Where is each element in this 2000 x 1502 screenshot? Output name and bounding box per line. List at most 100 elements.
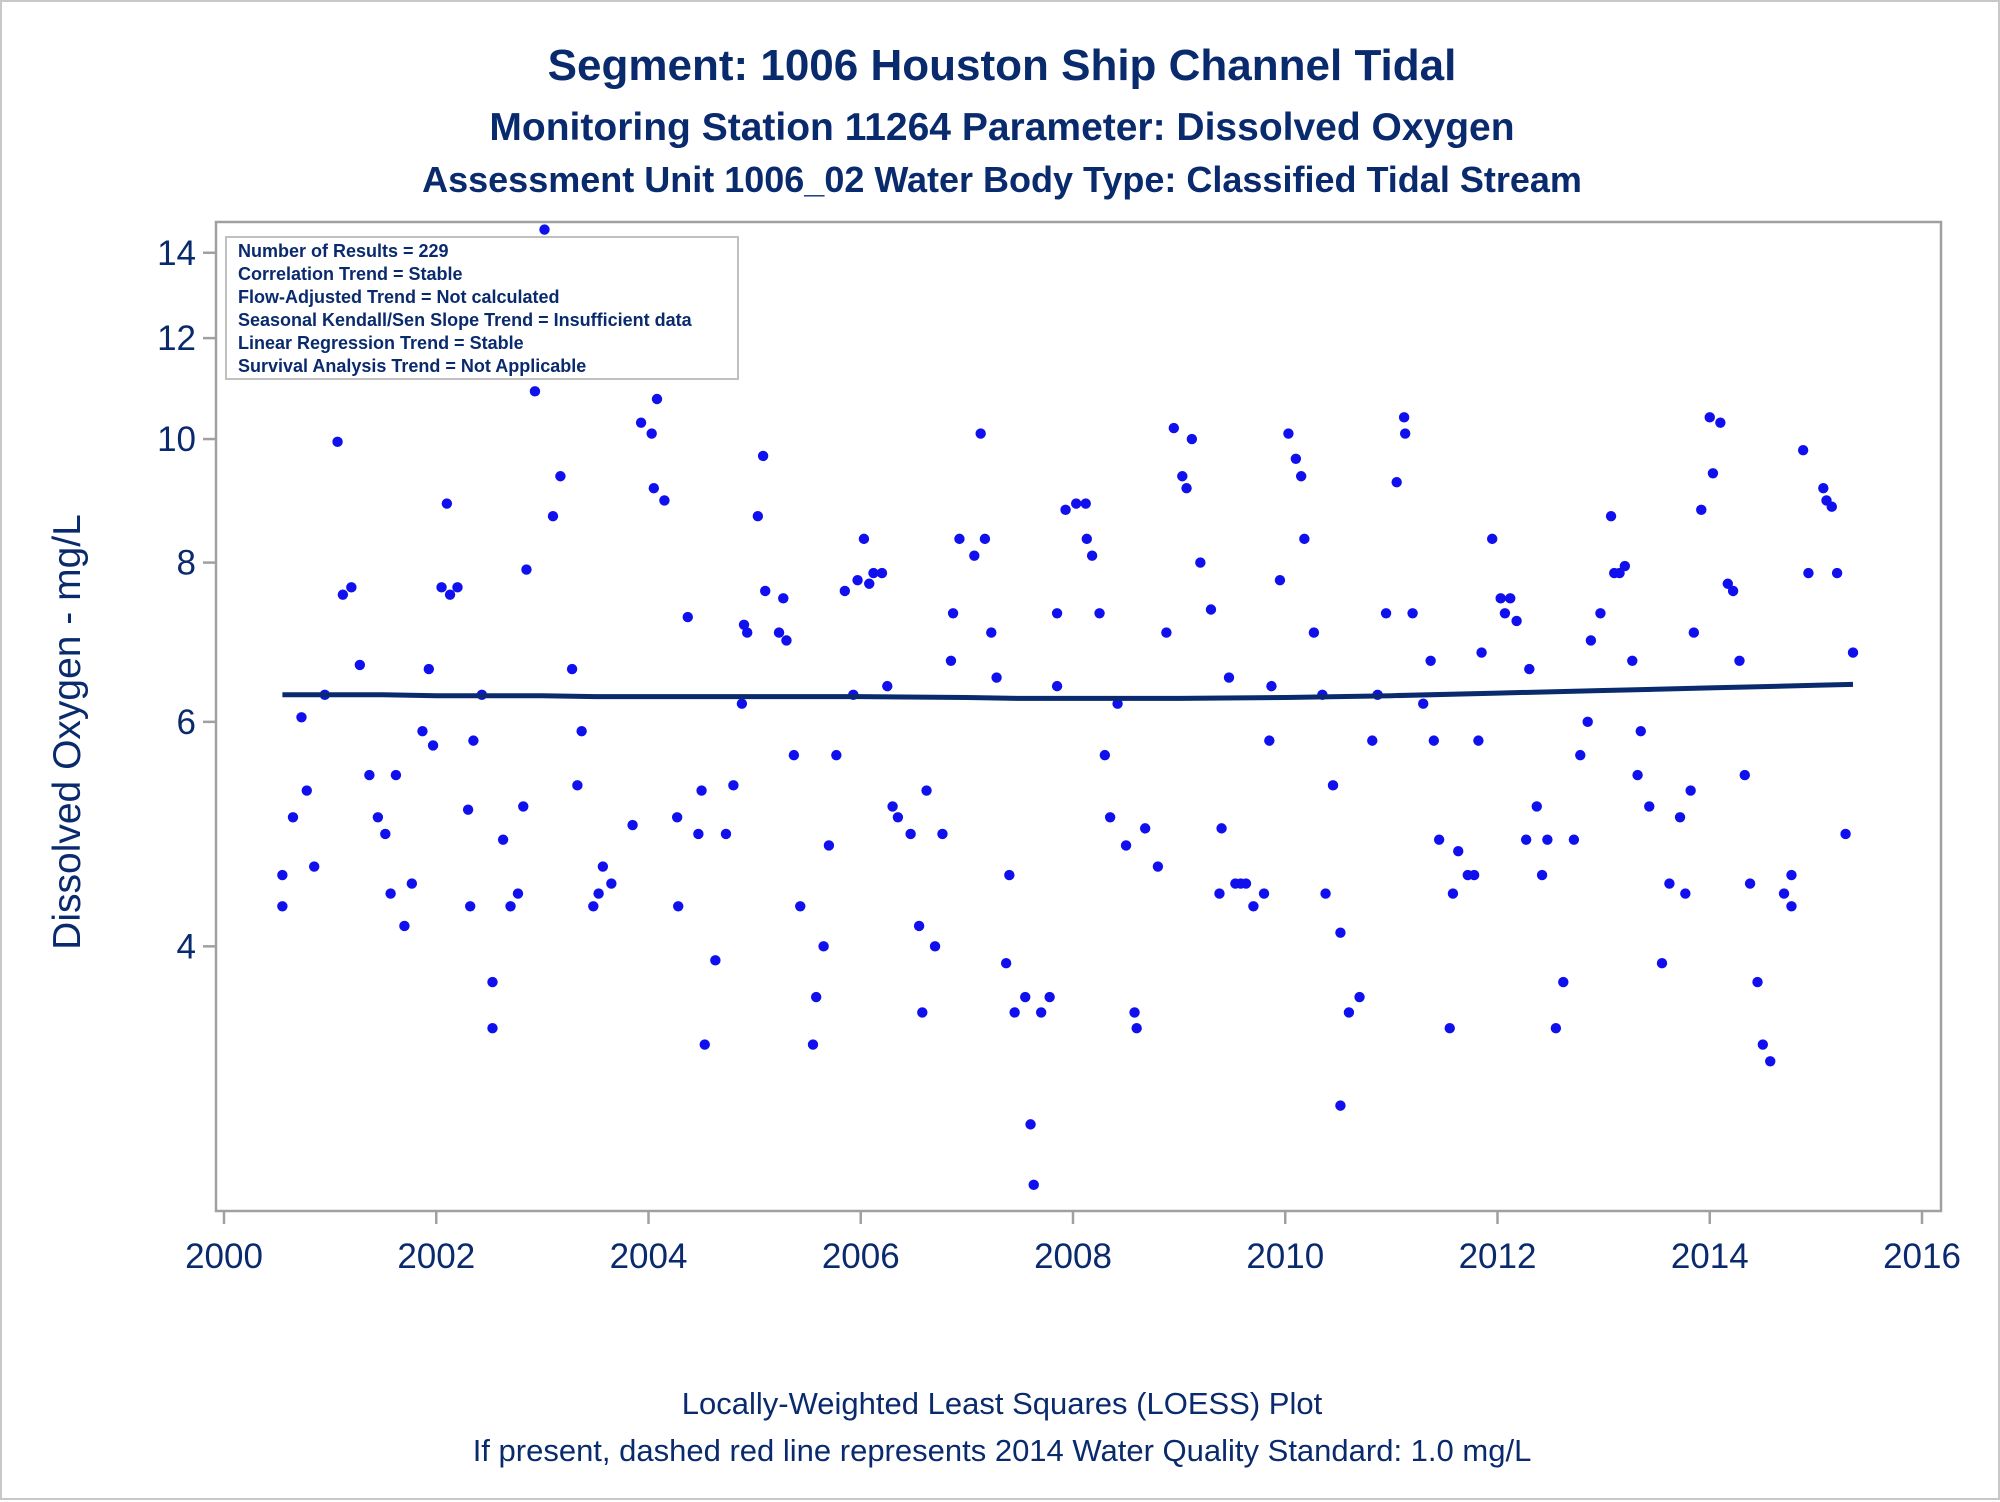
data-point: [1205, 604, 1217, 615]
y-tick-label: 8: [177, 544, 196, 583]
data-point: [1181, 483, 1192, 494]
data-point: [287, 812, 299, 823]
data-point: [646, 428, 657, 439]
inset-border: [225, 236, 739, 380]
data-point: [1104, 812, 1116, 823]
data-point: [627, 819, 638, 831]
data-point: [337, 589, 349, 600]
data-point: [913, 920, 925, 932]
data-point: [1818, 483, 1829, 494]
data-point: [1778, 888, 1790, 899]
data-point: [969, 550, 980, 561]
data-point: [1009, 1007, 1020, 1018]
data-point: [487, 976, 498, 988]
data-point: [1605, 510, 1617, 522]
data-point: [1744, 878, 1756, 889]
data-point: [1840, 828, 1851, 840]
data-point: [521, 564, 532, 575]
chart-subtitle: Monitoring Station 11264 Parameter: Diss…: [489, 106, 1514, 149]
loess-trend-line: [282, 681, 1854, 701]
data-point: [1264, 735, 1275, 746]
data-point: [1152, 861, 1164, 872]
data-point: [423, 663, 435, 675]
data-point: [1722, 578, 1733, 589]
data-point: [858, 533, 870, 545]
data-point: [1531, 801, 1542, 812]
data-point: [1335, 1100, 1346, 1111]
data-point: [979, 533, 991, 545]
data-point: [905, 828, 916, 840]
data-point: [1094, 608, 1105, 619]
data-point: [399, 920, 410, 932]
data-point: [1120, 840, 1132, 851]
data-point: [1635, 725, 1646, 737]
data-point: [468, 735, 479, 746]
data-point: [1433, 834, 1445, 845]
data-point: [593, 888, 604, 899]
data-point: [277, 901, 288, 912]
data-point: [696, 785, 707, 796]
data-point: [682, 611, 693, 623]
x-tick-label: 2016: [1883, 1237, 1961, 1276]
inset-line-correlation: Correlation Trend = Stable: [238, 264, 463, 284]
data-point: [555, 471, 566, 482]
data-point: [364, 769, 375, 781]
data-point: [1550, 1023, 1562, 1034]
data-point: [296, 712, 307, 723]
data-point: [945, 655, 957, 666]
data-point: [778, 593, 789, 604]
data-point: [1086, 550, 1098, 561]
data-point: [390, 769, 402, 781]
data-point: [1582, 716, 1593, 728]
data-point: [757, 450, 769, 462]
y-tick-label: 4: [177, 927, 196, 966]
data-point: [1327, 780, 1339, 791]
data-point: [823, 840, 835, 851]
data-point: [1168, 422, 1180, 434]
inset-line-survival-analysis: Survival Analysis Trend = Not Applicable: [238, 356, 586, 376]
data-point: [937, 828, 948, 840]
data-point: [651, 393, 663, 405]
data-point: [1283, 428, 1294, 439]
data-point: [1536, 869, 1548, 881]
y-axis: 4 6 8 10 12 14: [157, 234, 216, 966]
data-point: [380, 828, 391, 840]
x-tick-label: 2010: [1246, 1237, 1324, 1276]
data-point: [1051, 608, 1063, 619]
data-point: [1752, 976, 1763, 988]
data-point: [539, 224, 550, 235]
data-point: [354, 659, 366, 671]
y-axis-label: Dissolved Oxygen - mg/L: [46, 514, 89, 950]
data-point: [1398, 412, 1410, 423]
data-point: [1051, 680, 1063, 692]
inset-line-linear-regression: Linear Regression Trend = Stable: [238, 333, 524, 353]
data-point: [892, 812, 904, 823]
data-point: [1704, 412, 1715, 423]
data-point: [1035, 1007, 1047, 1018]
data-point: [810, 991, 822, 1003]
x-tick-label: 2004: [610, 1237, 688, 1276]
data-point: [831, 749, 842, 761]
data-point: [1444, 1023, 1455, 1034]
data-point: [1343, 1007, 1355, 1018]
data-point: [1685, 785, 1696, 796]
data-point: [1595, 608, 1606, 619]
data-point: [1428, 735, 1440, 746]
data-point: [572, 780, 583, 791]
data-point: [606, 878, 617, 889]
data-point: [1558, 976, 1569, 988]
data-point: [309, 861, 320, 872]
y-tick-label: 10: [157, 420, 196, 459]
data-point: [1177, 471, 1188, 482]
data-point: [1425, 655, 1436, 666]
data-point: [529, 386, 541, 397]
data-point: [773, 627, 785, 638]
data-point: [1707, 468, 1719, 479]
data-point: [807, 1039, 819, 1050]
data-point: [1511, 615, 1522, 627]
inset-line-seasonal-kendall: Seasonal Kendall/Sen Slope Trend = Insuf…: [238, 310, 693, 330]
data-point: [1826, 501, 1837, 512]
data-point: [864, 578, 875, 589]
data-point: [1407, 608, 1418, 619]
data-point: [1195, 557, 1206, 568]
